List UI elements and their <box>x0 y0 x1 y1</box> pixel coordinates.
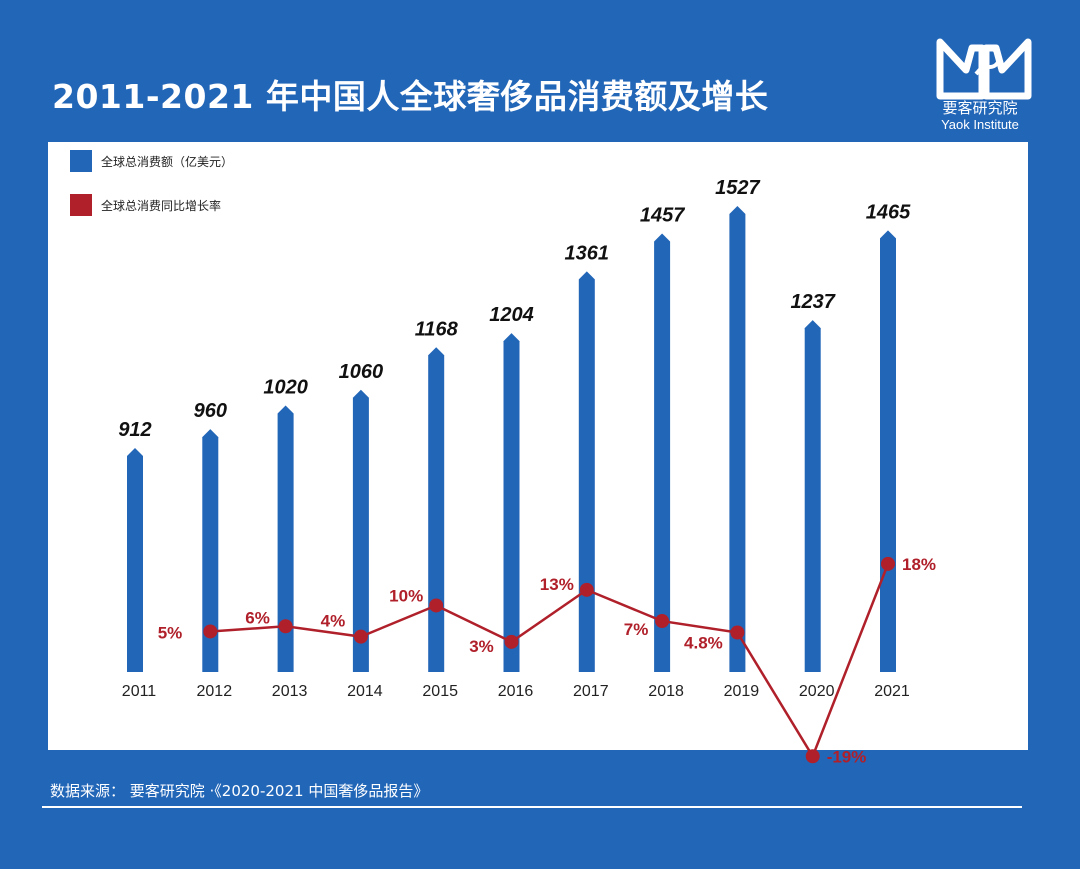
legend-label-line: 全球总消费同比增长率 <box>101 198 222 213</box>
bar-value-label-2017: 1361 <box>565 242 610 264</box>
growth-point-2020 <box>805 749 820 764</box>
growth-label-2018: 7% <box>624 620 649 639</box>
x-tick-2012: 2012 <box>197 683 233 700</box>
growth-label-2021: 18% <box>902 555 936 574</box>
growth-label-2016: 3% <box>469 637 494 656</box>
x-tick-2021: 2021 <box>874 683 910 700</box>
growth-point-2014 <box>353 629 368 644</box>
x-tick-2011: 2011 <box>122 683 157 700</box>
growth-label-2017: 13% <box>540 575 574 594</box>
growth-point-2019 <box>730 625 745 640</box>
bar-2014 <box>352 389 369 672</box>
bar-2017 <box>578 271 595 672</box>
x-tick-2018: 2018 <box>648 683 684 700</box>
bar-value-label-2016: 1204 <box>489 304 534 326</box>
growth-point-2021 <box>881 556 895 571</box>
x-tick-2017: 2017 <box>573 683 609 700</box>
legend-item-line: 全球总消费同比增长率 <box>70 194 233 216</box>
logo-name-en: Yaok Institute <box>941 117 1019 132</box>
x-tick-2016: 2016 <box>498 683 534 700</box>
bar-value-label-2015: 1168 <box>415 318 459 340</box>
legend-item-bar: 全球总消费额（亿美元） <box>70 150 233 172</box>
legend: 全球总消费额（亿美元） 全球总消费同比增长率 <box>70 150 233 238</box>
bar-value-label-2021: 1465 <box>866 201 911 223</box>
bar-value-label-2019: 1527 <box>715 177 760 199</box>
bar-value-label-2014: 1060 <box>339 361 384 383</box>
bar-value-label-2018: 1457 <box>640 205 685 227</box>
x-tick-2020: 2020 <box>799 683 835 700</box>
growth-point-2012 <box>203 624 218 639</box>
growth-point-2015 <box>429 598 444 613</box>
logo-name-cn: 要客研究院 <box>942 99 1018 117</box>
growth-label-2014: 4% <box>321 612 346 631</box>
bar-value-label-2013: 1020 <box>263 377 308 399</box>
legend-swatch-bar <box>70 150 92 172</box>
growth-label-2019: 4.8% <box>684 634 723 653</box>
growth-point-2018 <box>655 614 670 629</box>
growth-label-2013: 6% <box>245 608 270 627</box>
growth-point-2016 <box>504 634 519 649</box>
page-title: 2011-2021 年中国人全球奢侈品消费额及增长 <box>52 77 769 116</box>
growth-point-2017 <box>579 582 594 597</box>
bar-2020 <box>804 320 821 672</box>
source-note: 数据来源： 要客研究院 ·《2020-2021 中国奢侈品报告》 <box>50 782 429 800</box>
bar-2015 <box>428 347 445 672</box>
source-divider <box>42 806 1022 808</box>
legend-swatch-line <box>70 194 92 216</box>
bar-2013 <box>277 405 294 672</box>
bar-value-label-2011: 912 <box>118 419 151 441</box>
growth-line <box>210 563 890 760</box>
growth-point-2013 <box>278 619 293 634</box>
legend-label-bar: 全球总消费额（亿美元） <box>101 154 234 169</box>
x-tick-2015: 2015 <box>422 683 458 700</box>
bar-value-label-2020: 1237 <box>790 291 835 313</box>
bar-2012 <box>202 429 219 672</box>
yaok-logo-icon <box>936 38 1032 100</box>
growth-label-2015: 10% <box>389 586 423 605</box>
bar-2016 <box>503 333 520 672</box>
bar-2021 <box>880 230 896 673</box>
bar-value-label-2012: 960 <box>194 400 227 422</box>
x-tick-2019: 2019 <box>724 683 760 700</box>
growth-label-2012: 5% <box>158 623 183 642</box>
bar-2011 <box>127 448 143 672</box>
bar-2019 <box>729 206 746 672</box>
x-tick-2014: 2014 <box>347 683 383 700</box>
x-tick-2013: 2013 <box>272 683 308 700</box>
growth-label-2020: -19% <box>827 747 867 766</box>
bar-2018 <box>654 233 671 672</box>
